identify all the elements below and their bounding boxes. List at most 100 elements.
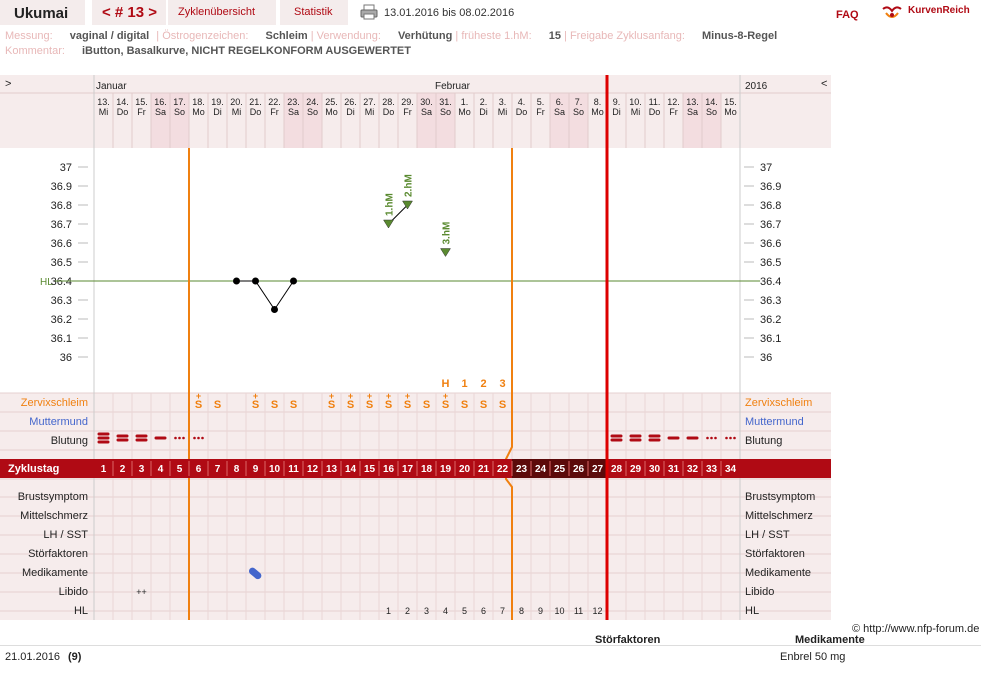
day-weekday: Do [383,107,395,117]
bleeding-heavy [97,436,110,440]
temp-tick-left: 36.7 [51,219,72,231]
medikamente-label-right: Medikamente [745,567,811,579]
hl-count: 5 [462,606,467,616]
day-number: 14. [116,97,129,107]
bleeding-medium [610,438,623,442]
day-weekday: Do [250,107,262,117]
month-januar: Januar [96,81,127,92]
medikamente-label-left: Medikamente [22,567,88,579]
cycle-day-number: 34 [725,464,737,475]
zervix-symbol: S [214,399,221,411]
day-weekday: So [706,107,717,117]
cycle-day-number: 29 [630,464,642,475]
zervix-plus: + [386,391,391,401]
zervix-plus: + [443,391,448,401]
cycle-day-number: 1 [101,464,107,475]
hl-row-label-right: HL [745,605,759,617]
day-number: 21. [249,97,262,107]
zervix-symbol: S [442,399,449,411]
peak-marker: H [442,378,450,390]
observation-area [0,393,831,620]
tab-zyklenuebersicht[interactable]: Zyklenübersicht [168,0,276,25]
day-weekday: Mo [724,107,737,117]
temp-tick-right: 37 [760,162,772,174]
kommentar-label: Kommentar: [5,45,65,57]
day-number: 12. [667,97,680,107]
printer-icon[interactable] [360,4,378,20]
temp-tick-right: 36.7 [760,219,781,231]
day-weekday: Mi [232,107,242,117]
temp-tick-left: 36.4 [51,276,72,288]
muttermund-label-right: Muttermund [745,416,804,428]
footer-day-index: (9) [68,651,82,663]
mittelschmerz-label-left: Mittelschmerz [20,510,88,522]
cycle-day-number: 30 [649,464,661,475]
cycle-day-cell-infertile [550,459,569,478]
zervix-symbol: S [290,399,297,411]
muttermund-label-left: Muttermund [29,416,88,428]
day-weekday: Fr [669,107,678,117]
day-weekday: Do [649,107,661,117]
stoerfaktoren-label-left: Störfaktoren [28,548,88,560]
bleeding-medium [610,434,623,438]
temperature-point [271,306,278,313]
cycle-navigation[interactable]: < # 13 > [92,0,166,25]
bleeding-heavy [97,432,110,436]
logo-text[interactable]: KurvenReich [908,5,970,16]
day-number: 26. [344,97,357,107]
bleeding-spotting [197,436,200,440]
medication-pill-icon [248,567,262,580]
cycle-day-number: 26 [573,464,585,475]
day-number: 2. [480,97,488,107]
tab-statistik[interactable]: Statistik [280,0,348,25]
day-number: 31. [439,97,452,107]
day-number: 14. [705,97,718,107]
zervix-plus: + [367,391,372,401]
bleeding-medium [116,438,129,442]
cycle-day-number: 3 [139,464,145,475]
cycle-day-number: 8 [234,464,240,475]
nav-next-button[interactable]: < [821,78,827,90]
temp-tick-left: 36.2 [51,314,72,326]
date-range: 13.01.2016 bis 08.02.2016 [384,7,515,19]
day-weekday: Fr [137,107,146,117]
hl-count: 11 [574,606,583,616]
temp-tick-right: 36.3 [760,295,781,307]
hl-count: 6 [481,606,486,616]
bleeding-spotting [178,436,181,440]
day-number: 13. [97,97,110,107]
day-weekday: Sa [421,107,432,117]
bleeding-medium [135,434,148,438]
lh-sst-label-left: LH / SST [43,529,88,541]
day-number: 3. [499,97,507,107]
cycle-day-number: 15 [364,464,376,475]
bleeding-spotting [193,436,196,440]
day-number: 17. [173,97,186,107]
hl-count: 7 [500,606,505,616]
cycle-day-number: 12 [307,464,319,475]
temp-tick-right: 36.5 [760,257,781,269]
mittelschmerz-label-right: Mittelschmerz [745,510,813,522]
nav-prev-button[interactable]: > [5,78,11,90]
faq-link[interactable]: FAQ [836,9,859,21]
day-number: 6. [556,97,564,107]
weekend-column [550,93,569,148]
libido-label-left: Libido [59,586,88,598]
day-weekday: So [440,107,451,117]
bleeding-spotting [182,436,185,440]
day-number: 18. [192,97,205,107]
temp-tick-right: 36.6 [760,238,781,250]
bleeding-medium [135,438,148,442]
zervixschleim-label-right: Zervixschleim [745,397,812,409]
footer-divider [0,645,981,646]
day-weekday: So [174,107,185,117]
day-weekday: Di [479,107,488,117]
cycle-day-number: 11 [288,464,299,475]
cycle-day-number: 4 [158,464,164,475]
weekend-column [303,93,322,148]
weekend-column [284,93,303,148]
copyright[interactable]: © http://www.nfp-forum.de [852,623,980,635]
cycle-day-number: 7 [215,464,221,475]
zervix-symbol: S [404,399,411,411]
temperature-point [233,277,240,285]
